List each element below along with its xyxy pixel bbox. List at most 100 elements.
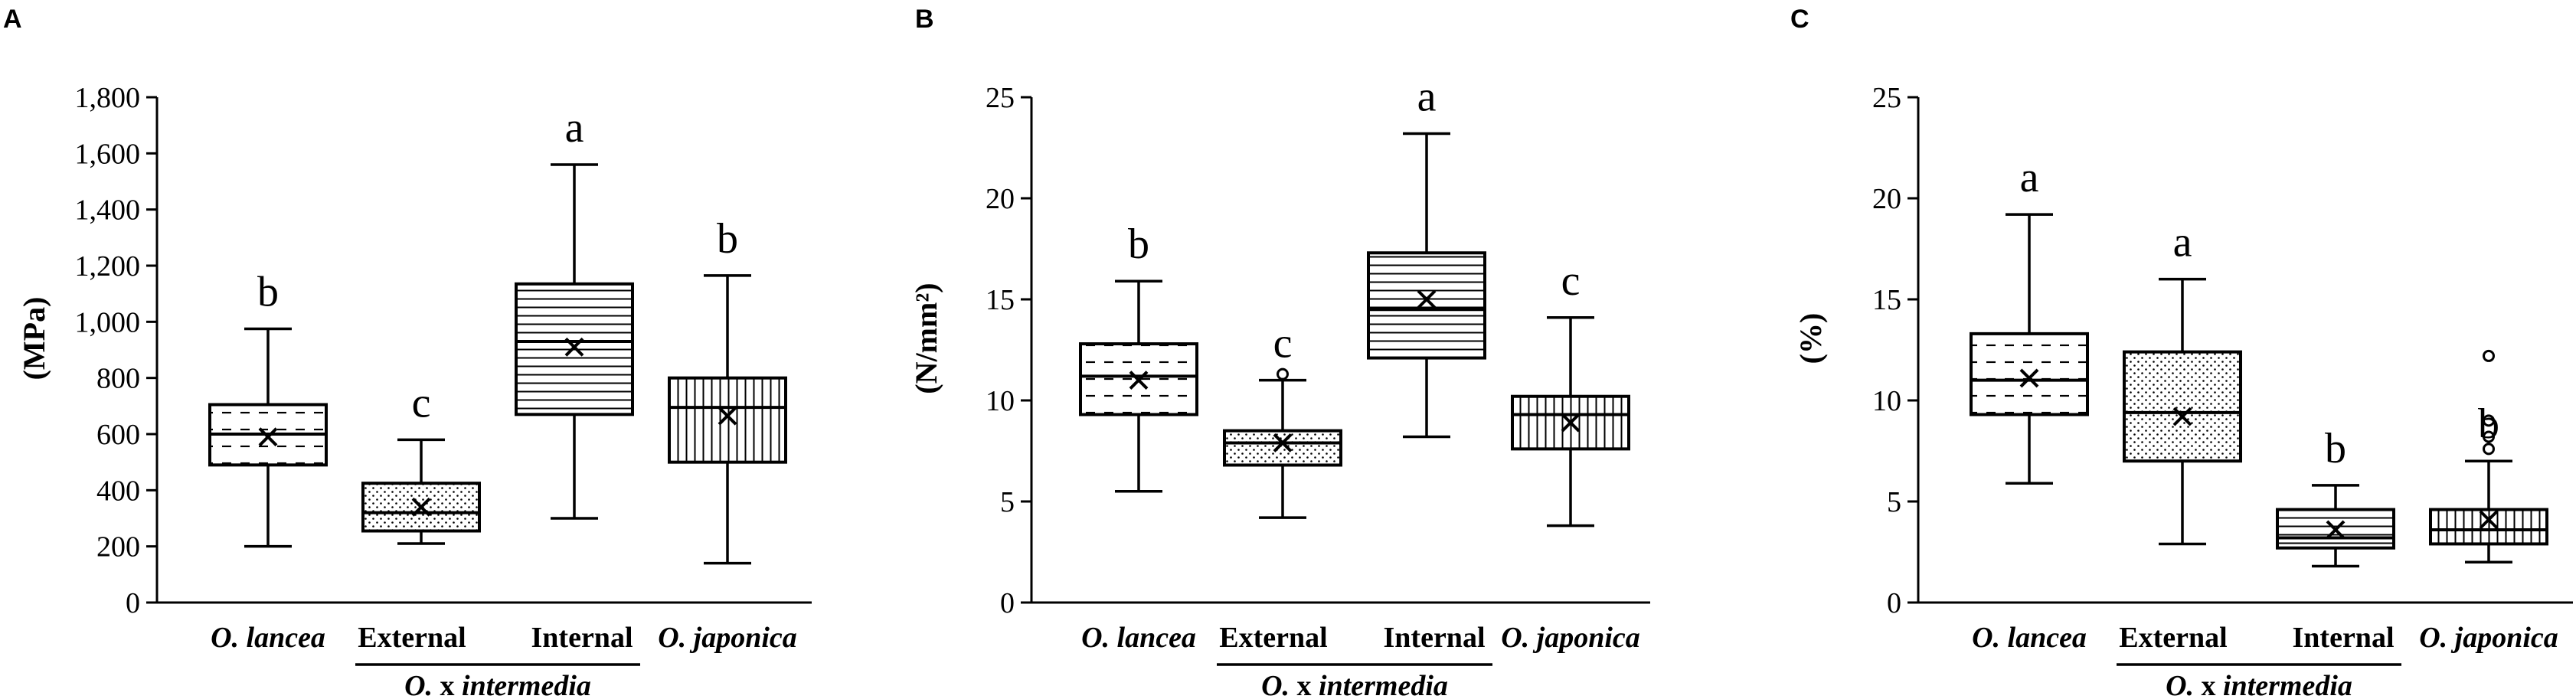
y-tick-label: 25 (1872, 82, 1901, 114)
significance-letter: a (2173, 219, 2192, 266)
panel-letter: C (1790, 5, 1809, 34)
box-iqr (2429, 508, 2548, 546)
mean-x-stroke (1417, 289, 1437, 309)
y-tick-label: 25 (986, 82, 1015, 114)
x-category-label: Internal (2293, 622, 2395, 654)
outlier-point (1277, 367, 1289, 381)
mean-x-stroke (1273, 433, 1293, 452)
box-iqr (1367, 251, 1486, 360)
box-iqr (1223, 429, 1342, 467)
outlier-point (2483, 349, 2495, 362)
box-1: b (208, 269, 328, 548)
group-label-species: intermedia (1319, 670, 1448, 699)
y-axis-label: (%) (1793, 313, 1828, 364)
y-tick-label: 15 (986, 284, 1015, 316)
x-category-label: O. japonica (2419, 622, 2558, 654)
significance-letter: a (2020, 154, 2039, 201)
mean-x-stroke (564, 337, 584, 357)
mean-x-stroke (2326, 520, 2346, 540)
box-3: b (2276, 425, 2395, 568)
x-category-label: O. lancea (1081, 622, 1196, 654)
x-category-label: O. lancea (1972, 622, 2087, 654)
group-label-cross: x (1290, 670, 1319, 699)
y-axis-label: (N/mm²) (909, 283, 943, 394)
box-2: a (2123, 219, 2242, 546)
x-category-label: External (358, 622, 466, 654)
y-tick-label: 5 (1887, 486, 1901, 518)
mean-x-stroke (2479, 510, 2499, 530)
mean-x-stroke (1129, 371, 1149, 390)
significance-letter: b (2478, 400, 2499, 448)
x-category-label: Internal (531, 622, 633, 654)
group-label: O. x intermedia (1261, 670, 1448, 699)
significance-letter: a (1417, 73, 1437, 121)
group-label-species: intermedia (462, 670, 591, 699)
x-category-label: O. japonica (658, 622, 797, 654)
mean-marker (564, 337, 584, 357)
mean-marker (1129, 371, 1149, 390)
group-label-species: intermedia (2223, 670, 2352, 699)
y-tick-label: 800 (96, 363, 140, 395)
significance-letter: b (1128, 220, 1149, 268)
y-tick-label: 1,600 (75, 138, 141, 170)
y-tick-label: 0 (126, 587, 140, 619)
mean-marker (2019, 368, 2039, 388)
panel-letter: B (915, 5, 934, 34)
y-tick-label: 1,200 (75, 250, 141, 283)
group-label-cross: x (2194, 670, 2223, 699)
y-tick-label: 0 (1000, 587, 1015, 619)
mean-marker (1561, 413, 1581, 433)
y-tick-label: 5 (1000, 486, 1015, 518)
significance-letter: c (1273, 320, 1293, 367)
group-label: O. x intermedia (404, 670, 591, 699)
box-iqr (2123, 350, 2242, 463)
box-4: b (2429, 349, 2548, 563)
outlier-point (2483, 443, 2495, 456)
x-category-label: External (2119, 622, 2227, 654)
y-tick-label: 1,400 (75, 194, 141, 227)
y-tick-label: 20 (986, 183, 1015, 215)
box-iqr (1970, 332, 2089, 416)
x-category-label: Internal (1384, 622, 1486, 654)
box-3: a (1367, 73, 1486, 439)
y-tick-label: 15 (1872, 284, 1901, 316)
significance-letter: b (717, 215, 738, 263)
y-axis-label: (MPa) (17, 297, 51, 381)
mean-marker (258, 427, 278, 447)
mean-marker (2326, 520, 2346, 540)
box-2: c (361, 379, 481, 545)
mean-x-stroke (2172, 407, 2192, 426)
chart-panel-c: C 0 5 10 15 20 25 (%) a O. lancea a External b Intern… (1790, 5, 2573, 699)
group-label-genus: O. (2166, 670, 2194, 699)
box-2: c (1223, 320, 1342, 519)
panel-letter: A (3, 5, 22, 34)
group-label: O. x intermedia (2166, 670, 2352, 699)
y-tick-label: 400 (96, 475, 140, 507)
chart-panel-b: B 0 5 10 15 20 25 (N/mm²) b O. lancea c External a In… (909, 5, 1650, 699)
mean-x-stroke (2019, 368, 2039, 388)
mean-x-stroke (258, 427, 278, 447)
significance-letter: a (565, 104, 584, 152)
mean-marker (2172, 407, 2192, 426)
y-tick-label: 200 (96, 531, 140, 563)
outlier-point (2483, 414, 2495, 427)
x-category-label: External (1219, 622, 1327, 654)
y-tick-label: 1,000 (75, 306, 141, 338)
y-tick-label: 10 (1872, 385, 1901, 417)
box-4: b (668, 215, 787, 565)
x-category-label: O. lancea (211, 622, 325, 654)
box-iqr (668, 376, 787, 464)
box-1: b (1079, 220, 1198, 493)
mean-x-stroke (411, 497, 431, 517)
mean-x-stroke (718, 406, 737, 426)
box-3: a (515, 104, 634, 520)
y-tick-label: 0 (1887, 587, 1901, 619)
significance-letter: b (2325, 425, 2346, 472)
mean-marker (1417, 289, 1437, 309)
significance-letter: c (1561, 257, 1581, 305)
y-tick-label: 10 (986, 385, 1015, 417)
mean-marker (411, 497, 431, 517)
x-category-label: O. japonica (1501, 622, 1640, 654)
significance-letter: c (412, 379, 431, 426)
